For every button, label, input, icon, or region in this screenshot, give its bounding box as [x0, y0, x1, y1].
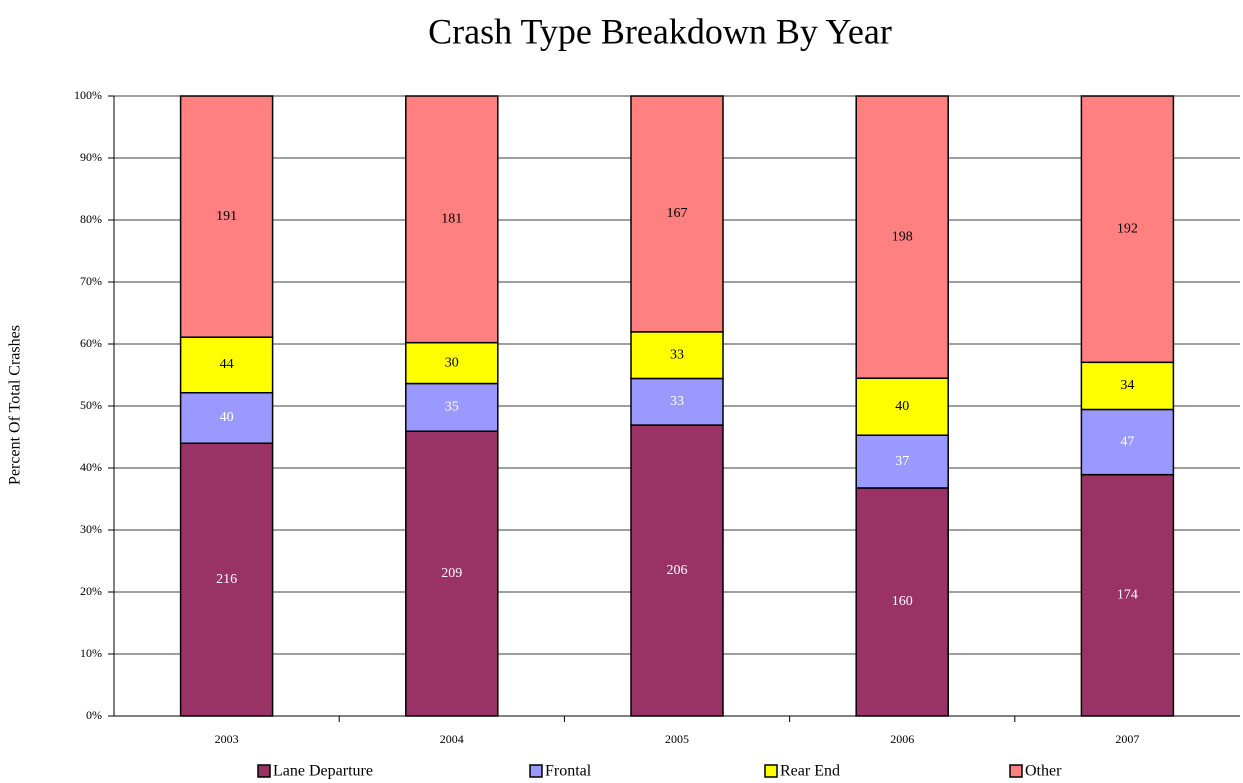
legend-label: Lane Departure: [273, 763, 373, 780]
data-label: 44: [220, 357, 234, 372]
data-label: 40: [220, 410, 234, 425]
y-axis-label: Percent Of Total Crashes: [7, 325, 24, 485]
data-label: 33: [670, 347, 684, 362]
x-tick-label: 2006: [890, 732, 914, 746]
data-label: 47: [1120, 434, 1134, 449]
y-tick-label: 0%: [86, 708, 102, 722]
data-label: 30: [445, 355, 459, 370]
data-label: 167: [667, 206, 688, 221]
bar-segment: [1080, 95, 1175, 364]
bar-segment: [1080, 408, 1175, 476]
chart-title: Crash Type Breakdown By Year: [428, 11, 892, 51]
y-tick-label: 10%: [80, 646, 102, 660]
data-label: 206: [667, 563, 688, 578]
y-tick-label: 100%: [74, 88, 102, 102]
data-label: 34: [1120, 378, 1134, 393]
bar-segment: [630, 424, 724, 717]
bar-segment: [1080, 361, 1175, 411]
bar-segment: [630, 377, 724, 426]
bar-segment: [405, 382, 499, 432]
x-tick-label: 2004: [440, 732, 464, 746]
data-label: 37: [895, 454, 909, 469]
y-tick-label: 80%: [80, 212, 102, 226]
bar-segment: [405, 95, 499, 344]
data-label: 174: [1117, 588, 1138, 603]
legend-label: Frontal: [545, 763, 592, 780]
bar-segment: [855, 377, 949, 436]
y-tick-label: 40%: [80, 460, 102, 474]
data-label: 198: [892, 229, 913, 244]
bar-segment: [855, 434, 949, 489]
bar-segment: [855, 95, 949, 379]
bar-segment: [179, 391, 274, 445]
legend-swatch: [529, 764, 543, 778]
bar-segment: [630, 95, 724, 333]
bar-segment: [1080, 473, 1175, 717]
data-label: 40: [895, 399, 909, 414]
bar-segment: [405, 430, 499, 717]
y-tick-label: 50%: [80, 398, 102, 412]
bar-segment: [179, 336, 274, 394]
data-label: 191: [216, 209, 237, 224]
y-tick-label: 20%: [80, 584, 102, 598]
legend-label: Other: [1025, 763, 1062, 780]
data-label: 160: [892, 594, 913, 609]
x-tick-label: 2005: [665, 732, 689, 746]
x-tick-label: 2007: [1115, 732, 1139, 746]
y-tick-label: 90%: [80, 150, 102, 164]
bar-segment: [405, 341, 499, 385]
x-tick-label: 2003: [215, 732, 239, 746]
data-label: 209: [441, 566, 462, 581]
bar-segment: [179, 442, 274, 717]
bar-segment: [855, 487, 949, 717]
bar-segment: [179, 95, 274, 338]
legend-swatch: [257, 764, 271, 778]
legend-label: Rear End: [780, 763, 840, 780]
data-label: 33: [670, 394, 684, 409]
y-tick-label: 70%: [80, 274, 102, 288]
legend-swatch: [764, 764, 778, 778]
y-tick-label: 30%: [80, 522, 102, 536]
data-label: 181: [441, 212, 462, 227]
legend-swatch: [1009, 764, 1023, 778]
y-tick-label: 60%: [80, 336, 102, 350]
data-label: 35: [445, 400, 459, 415]
bar-segment: [630, 331, 724, 380]
data-label: 192: [1117, 221, 1138, 236]
data-label: 216: [216, 572, 237, 587]
